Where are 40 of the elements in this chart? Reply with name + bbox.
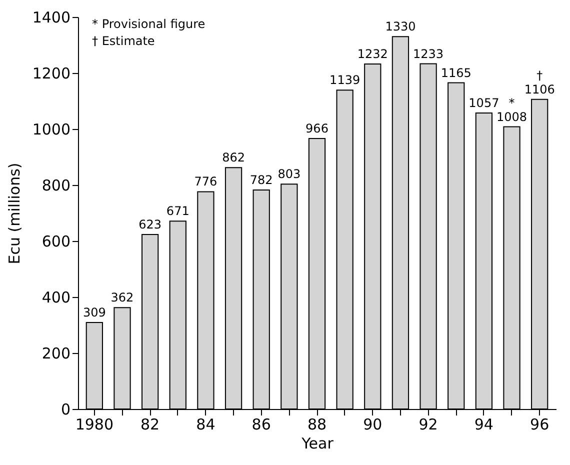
x-tick-label: 1980: [75, 416, 114, 434]
x-tick-label: 94: [474, 416, 494, 434]
data-label: 1139: [330, 73, 360, 88]
data-label: 623: [138, 218, 162, 232]
data-label: 1165: [440, 66, 472, 80]
y-tick-label: 0: [60, 400, 70, 418]
y-tick-label: 1200: [32, 64, 70, 82]
y-tick-label: 800: [42, 176, 70, 194]
data-label: 782: [250, 173, 273, 188]
data-label: 1106: [524, 82, 555, 96]
data-label: 1008: [496, 110, 528, 124]
data-label: 1233: [413, 46, 444, 61]
x-tick-label: 84: [196, 416, 216, 434]
data-label: 362: [110, 290, 134, 305]
y-axis-title: Ecu (millions): [5, 162, 24, 264]
data-label: 966: [306, 122, 328, 136]
annotation: †: [536, 68, 543, 82]
data-label: 1232: [357, 47, 388, 62]
x-tick-label: 96: [530, 416, 550, 434]
y-tick-label: 200: [42, 344, 70, 362]
y-tick-label: 600: [42, 232, 70, 250]
annotation: * Provisional figure: [92, 17, 206, 31]
data-label: 1330: [385, 20, 416, 34]
data-label: 776: [194, 174, 218, 189]
data-label: 1057: [468, 96, 500, 110]
x-tick-label: 88: [307, 416, 327, 434]
data-label: 862: [222, 150, 245, 165]
data-label: 803: [278, 167, 301, 182]
data-label: 671: [166, 204, 190, 218]
annotation: *: [508, 96, 515, 110]
x-tick-label: 92: [418, 416, 438, 434]
y-tick-label: 1000: [32, 120, 70, 138]
y-tick-label: 1400: [32, 8, 70, 26]
x-tick-label: 86: [252, 416, 271, 434]
y-tick-label: 400: [42, 288, 70, 306]
x-axis-title: Year: [300, 434, 334, 452]
annotation: † Estimate: [92, 34, 155, 48]
x-tick-label: 90: [363, 416, 382, 434]
data-label: 309: [82, 305, 106, 320]
x-tick-label: 82: [140, 416, 160, 434]
